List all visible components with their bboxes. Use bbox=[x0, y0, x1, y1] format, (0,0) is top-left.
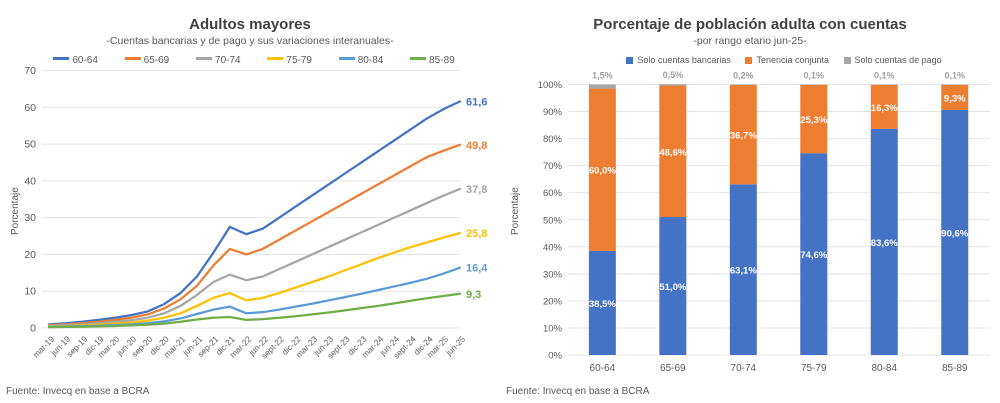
svg-text:0,2%: 0,2% bbox=[733, 71, 754, 81]
svg-text:25,3%: 25,3% bbox=[800, 115, 827, 126]
svg-text:36,7%: 36,7% bbox=[730, 131, 757, 142]
svg-text:60: 60 bbox=[24, 102, 36, 114]
svg-text:90%: 90% bbox=[543, 107, 563, 118]
svg-text:60-64: 60-64 bbox=[590, 363, 616, 374]
svg-text:50%: 50% bbox=[543, 215, 563, 226]
svg-text:0,1%: 0,1% bbox=[874, 71, 895, 81]
svg-text:30%: 30% bbox=[543, 269, 563, 280]
svg-text:75-79: 75-79 bbox=[801, 363, 827, 374]
svg-text:70%: 70% bbox=[543, 161, 563, 172]
svg-text:20%: 20% bbox=[543, 296, 563, 307]
svg-text:63,1%: 63,1% bbox=[730, 266, 757, 277]
svg-text:1,5%: 1,5% bbox=[592, 71, 613, 81]
svg-text:10%: 10% bbox=[543, 323, 563, 334]
svg-text:0,1%: 0,1% bbox=[944, 71, 965, 81]
svg-text:25,8: 25,8 bbox=[466, 228, 487, 240]
svg-text:40: 40 bbox=[24, 175, 36, 187]
svg-text:37,8: 37,8 bbox=[466, 184, 487, 196]
svg-text:70: 70 bbox=[24, 65, 36, 77]
svg-text:50: 50 bbox=[24, 139, 36, 151]
svg-text:60%: 60% bbox=[543, 188, 563, 199]
svg-text:38,5%: 38,5% bbox=[589, 299, 616, 310]
svg-text:0,1%: 0,1% bbox=[804, 71, 825, 81]
svg-text:10: 10 bbox=[24, 286, 36, 298]
svg-text:16,4: 16,4 bbox=[466, 263, 488, 275]
svg-text:49,8: 49,8 bbox=[466, 140, 487, 152]
svg-text:0%: 0% bbox=[548, 351, 562, 362]
svg-text:83,6%: 83,6% bbox=[871, 238, 898, 249]
svg-text:61,6: 61,6 bbox=[466, 96, 487, 108]
svg-text:16,3%: 16,3% bbox=[871, 103, 898, 114]
svg-text:90,6%: 90,6% bbox=[941, 228, 968, 239]
svg-text:0,5%: 0,5% bbox=[663, 70, 684, 80]
svg-text:9,3%: 9,3% bbox=[944, 93, 966, 104]
svg-text:30: 30 bbox=[24, 212, 36, 224]
svg-text:100%: 100% bbox=[538, 80, 563, 91]
svg-text:48,6%: 48,6% bbox=[659, 147, 686, 158]
svg-text:74,6%: 74,6% bbox=[800, 250, 827, 261]
svg-text:80-84: 80-84 bbox=[871, 363, 897, 374]
svg-text:85-89: 85-89 bbox=[942, 363, 968, 374]
svg-text:80%: 80% bbox=[543, 134, 563, 145]
svg-text:60,0%: 60,0% bbox=[589, 166, 616, 177]
svg-text:70-74: 70-74 bbox=[731, 363, 757, 374]
svg-text:0: 0 bbox=[30, 323, 36, 335]
svg-text:65-69: 65-69 bbox=[660, 363, 686, 374]
svg-text:20: 20 bbox=[24, 249, 36, 261]
svg-text:40%: 40% bbox=[543, 242, 563, 253]
svg-text:9,3: 9,3 bbox=[466, 289, 481, 301]
svg-text:51,0%: 51,0% bbox=[659, 282, 686, 293]
